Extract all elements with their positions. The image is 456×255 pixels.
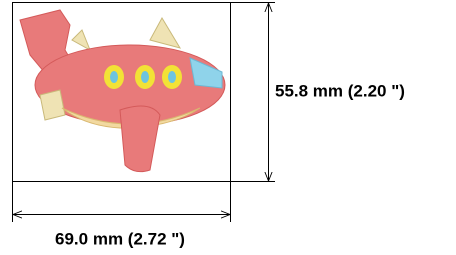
dimension-diagram: 55.8 mm (2.20 ") 69.0 mm (2.72 "): [0, 0, 456, 255]
page: 55.8 mm (2.20 ") 69.0 mm (2.72 ") (() =>…: [0, 0, 456, 255]
height-label: 55.8 mm (2.20 "): [275, 81, 405, 100]
width-label: 69.0 mm (2.72 "): [55, 229, 185, 248]
